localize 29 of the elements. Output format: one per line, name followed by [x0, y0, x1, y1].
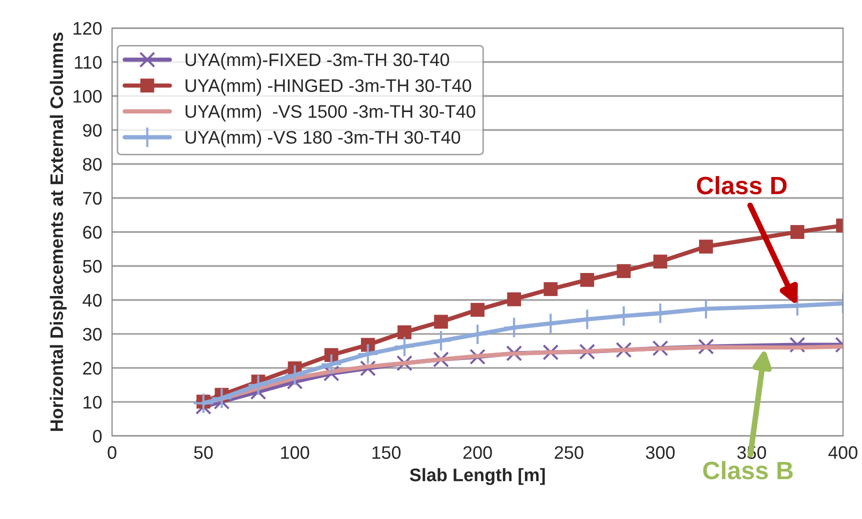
text: Class B	[703, 461, 793, 480]
y-tick-label: 90	[83, 124, 102, 137]
y-tick-label: 60	[83, 226, 102, 239]
x-tick-label: 250	[554, 446, 584, 459]
x-tick-label: 200	[463, 446, 492, 459]
legend-label: UYA(mm)-FIXED -3m-TH 30-T40	[186, 52, 450, 70]
x-tick-label: 100	[281, 446, 310, 459]
x-tick-label: 150	[372, 446, 401, 459]
y-tick-label: 120	[74, 22, 102, 35]
y-tick-label: 80	[83, 158, 102, 171]
x-axis-title: Slab Length [m]	[410, 468, 545, 485]
legend-label: UYA(mm) -VS 180 -3m-TH 30-T40	[186, 130, 460, 148]
y-tick-label: 70	[83, 192, 102, 205]
y-tick-label: 20	[83, 362, 102, 375]
legend-label: UYA(mm) -VS 1500 -3m-TH 30-T40	[186, 104, 476, 122]
y-tick-label: 110	[74, 56, 102, 69]
y-tick-label: 10	[84, 396, 102, 409]
legend-label: UYA(mm) -HINGED -3m-TH 30-T40	[186, 78, 472, 96]
y-axis-title: Horizontal Displacements at External Columns	[50, 32, 67, 431]
x-tick-label: 50	[194, 446, 213, 459]
annotation: Class D	[696, 176, 787, 194]
y-tick-label: 0	[93, 430, 102, 443]
y-tick-label: 40	[82, 294, 102, 307]
y-tick-label: 30	[82, 328, 102, 341]
x-tick-label: 0	[108, 446, 116, 459]
y-tick-label: 50	[82, 260, 102, 273]
x-tick-label: 400	[828, 446, 858, 459]
x-tick-label: 300	[646, 446, 675, 459]
y-tick-label: 100	[74, 90, 102, 103]
